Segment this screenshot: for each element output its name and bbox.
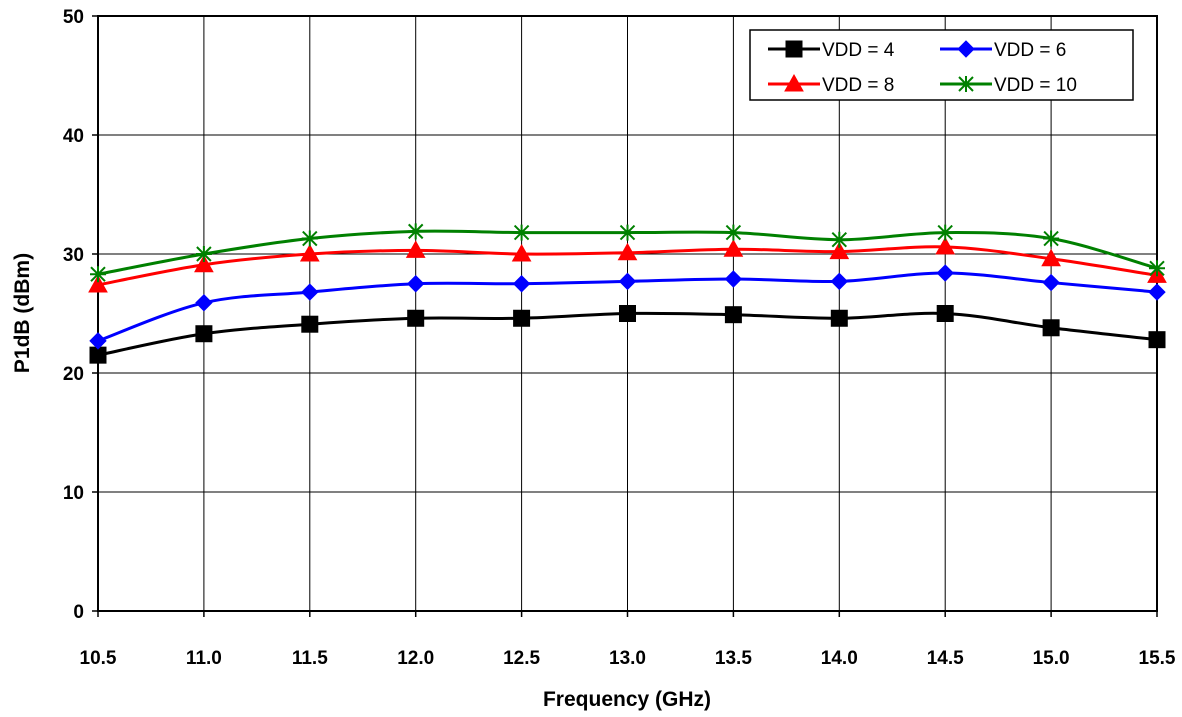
data-point <box>1041 248 1061 267</box>
data-point <box>301 283 319 301</box>
data-point <box>301 315 319 333</box>
data-point <box>724 306 742 324</box>
data-point <box>512 275 531 293</box>
data-point <box>301 230 318 247</box>
data-point <box>407 223 424 240</box>
legend-label: VDD = 6 <box>994 40 1066 61</box>
x-axis-title: Frequency (GHz) <box>543 688 711 711</box>
data-point <box>724 270 743 288</box>
data-point <box>299 243 320 262</box>
legend-entry: VDD = 8 <box>768 73 894 96</box>
data-point <box>1148 283 1166 301</box>
legend-marker <box>784 73 804 92</box>
data-point <box>1042 273 1060 292</box>
y-tick-label: 40 <box>63 126 84 147</box>
y-tick-label: 20 <box>63 364 84 385</box>
y-tick-label: 10 <box>63 483 84 504</box>
data-point <box>195 325 213 343</box>
grid <box>98 16 1157 611</box>
data-point <box>830 309 848 327</box>
x-tick-label: 15.5 <box>1139 648 1176 669</box>
legend-marker <box>958 76 974 92</box>
data-point <box>88 274 108 293</box>
legend-entry: VDD = 4 <box>768 40 895 61</box>
data-point <box>831 231 848 248</box>
x-tick-label: 15.0 <box>1033 648 1070 669</box>
data-point <box>725 224 742 241</box>
legend-label: VDD = 8 <box>822 75 894 96</box>
data-point <box>830 272 849 291</box>
y-tick-label: 0 <box>73 602 84 623</box>
data-point <box>935 236 956 255</box>
data-point <box>513 309 531 327</box>
data-point <box>405 240 426 258</box>
x-tick-label: 12.5 <box>503 648 540 669</box>
series-4 <box>90 223 1165 283</box>
axes: 0 10 20 30 40 50 10.5 11.0 11.5 12.0 12.5 13.0 13.5 1… <box>63 7 1176 669</box>
data-point <box>195 246 212 262</box>
legend-marker <box>957 40 975 58</box>
series-layer <box>88 223 1167 364</box>
data-point <box>407 309 425 327</box>
data-point <box>513 224 530 241</box>
data-point <box>829 241 850 260</box>
legend-label: VDD = 10 <box>994 75 1077 96</box>
y-tick-label: 50 <box>63 7 84 28</box>
series-1 <box>89 305 1166 364</box>
data-point <box>195 294 213 312</box>
data-point <box>936 305 954 322</box>
data-point <box>619 305 636 322</box>
series-3 <box>88 236 1167 293</box>
data-point <box>619 224 636 241</box>
data-point <box>617 242 638 261</box>
data-point <box>90 266 106 283</box>
data-point <box>1148 331 1166 349</box>
data-point <box>406 275 425 293</box>
legend-box <box>749 29 1134 101</box>
y-tick-label: 30 <box>63 245 84 266</box>
data-point <box>89 332 107 350</box>
data-point <box>194 254 214 273</box>
data-point <box>1149 260 1165 277</box>
data-point <box>511 243 532 262</box>
x-tick-label: 11.0 <box>186 648 222 669</box>
x-tick-label: 11.5 <box>292 648 328 669</box>
x-tick-label: 14.0 <box>821 648 858 669</box>
x-tick-label: 13.0 <box>609 648 646 669</box>
legend: VDD = 4 VDD = 6 VDD = 8 VDD = 10 <box>749 29 1134 101</box>
data-point <box>1043 230 1060 247</box>
series-2 <box>89 264 1166 350</box>
x-tick-label: 13.5 <box>715 648 752 669</box>
legend-label: VDD = 4 <box>822 40 895 61</box>
legend-entry: VDD = 6 <box>940 40 1066 61</box>
legend-marker <box>785 40 803 58</box>
data-point <box>1042 319 1060 337</box>
x-tick-label: 10.5 <box>80 648 117 669</box>
x-tick-label: 12.0 <box>397 648 434 669</box>
legend-entry: VDD = 10 <box>940 75 1077 96</box>
data-point <box>936 264 954 282</box>
y-axis-title: P1dB (dBm) <box>11 253 34 373</box>
data-point <box>937 224 954 241</box>
data-point <box>618 272 637 291</box>
data-point <box>723 239 744 257</box>
x-tick-label: 14.5 <box>927 648 964 669</box>
